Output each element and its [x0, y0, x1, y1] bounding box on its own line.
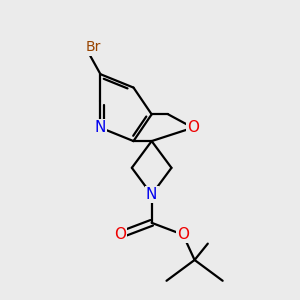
Text: N: N	[146, 187, 157, 202]
Text: O: O	[114, 227, 126, 242]
Text: O: O	[177, 227, 189, 242]
Text: O: O	[187, 120, 199, 135]
Text: N: N	[95, 120, 106, 135]
Text: Br: Br	[85, 40, 101, 55]
